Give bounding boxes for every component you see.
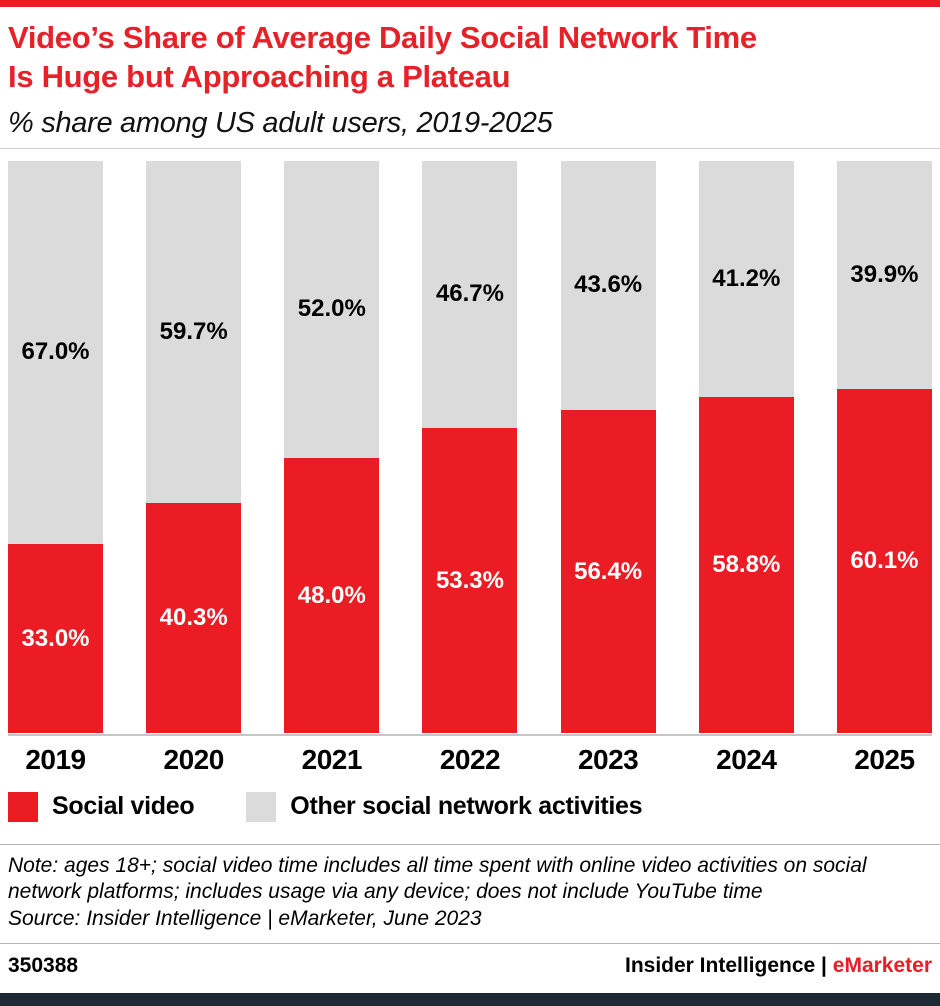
- x-axis-label-2020: 2020: [163, 743, 225, 775]
- segment-video-2024: 58.8%: [698, 396, 794, 734]
- segment-value-video-2025: 60.1%: [850, 547, 919, 575]
- x-axis-labels: 2019 2020 2021 2022 2023 2024 2025: [0, 736, 940, 776]
- chart-title-line1: Video’s Share of Average Daily Social Ne…: [8, 20, 757, 55]
- legend-swatch-other-activities: [246, 791, 277, 822]
- segment-other-2022: 46.7%: [422, 160, 518, 429]
- segment-other-2019: 67.0%: [8, 160, 103, 545]
- segment-video-2019: 33.0%: [8, 544, 103, 734]
- legend: Social video Other social network activi…: [0, 791, 940, 822]
- chart-subtitle: % share among US adult users, 2019-2025: [8, 106, 553, 139]
- segment-video-2025: 60.1%: [836, 389, 932, 734]
- x-axis-label-2019: 2019: [25, 743, 86, 775]
- segment-value-other-2021: 52.0%: [297, 295, 366, 323]
- bar-stack-2022: 46.7% 53.3%: [422, 160, 518, 734]
- bar-stack-2023: 43.6% 56.4%: [560, 160, 656, 734]
- x-axis-label-2023: 2023: [577, 743, 639, 775]
- note-text: Note: ages 18+; social video time includ…: [8, 853, 867, 904]
- segment-video-2023: 56.4%: [560, 410, 656, 734]
- segment-value-video-2022: 53.3%: [435, 566, 504, 594]
- segment-value-video-2024: 58.8%: [712, 551, 781, 579]
- note-section: Note: ages 18+; social video time includ…: [0, 843, 940, 944]
- segment-value-video-2019: 33.0%: [21, 624, 90, 652]
- segment-value-other-2020: 59.7%: [159, 317, 228, 345]
- segment-value-video-2021: 48.0%: [297, 581, 366, 609]
- segment-value-other-2025: 39.9%: [850, 260, 919, 288]
- bottom-navy-bar: [0, 993, 940, 1006]
- brand-emarketer: eMarketer: [832, 954, 932, 978]
- x-axis-label-2021: 2021: [301, 743, 363, 775]
- x-axis-label-2024: 2024: [716, 743, 777, 775]
- segment-value-other-2022: 46.7%: [435, 280, 504, 308]
- bar-stack-2024: 41.2% 58.8%: [698, 160, 794, 734]
- source-text: Source: Insider Intelligence | eMarketer…: [8, 907, 482, 931]
- segment-other-2024: 41.2%: [698, 160, 794, 397]
- segment-value-video-2023: 56.4%: [574, 557, 643, 585]
- legend-label-social-video: Social video: [52, 792, 195, 820]
- top-accent-bar: [0, 0, 940, 7]
- chart-title: Video’s Share of Average Daily Social Ne…: [8, 19, 932, 97]
- legend-label-other-activities: Other social network activities: [290, 792, 643, 820]
- segment-other-2021: 52.0%: [284, 160, 380, 459]
- segment-other-2023: 43.6%: [560, 160, 656, 411]
- bar-stack-2020: 59.7% 40.3%: [146, 160, 242, 734]
- x-axis-label-2025: 2025: [854, 743, 915, 775]
- plot-area: 67.0% 33.0% 59.7% 40.3% 52.0% 48.0% 46.7% 53.3%…: [8, 160, 932, 736]
- legend-swatch-social-video: [8, 791, 38, 822]
- chart-area: 67.0% 33.0% 59.7% 40.3% 52.0% 48.0% 46.7% 53.3%…: [0, 160, 940, 736]
- segment-video-2022: 53.3%: [422, 428, 518, 734]
- segment-other-2025: 39.9%: [836, 160, 932, 390]
- segment-other-2020: 59.7%: [146, 160, 242, 503]
- segment-value-video-2020: 40.3%: [159, 604, 228, 632]
- chart-title-line2: Is Huge but Approaching a Plateau: [8, 58, 511, 94]
- segment-value-other-2024: 41.2%: [712, 264, 781, 292]
- brand-lockup: Insider Intelligence | eMarketer: [625, 954, 932, 978]
- segment-value-other-2023: 43.6%: [574, 271, 643, 299]
- bar-stack-2019: 67.0% 33.0%: [8, 160, 103, 734]
- brand-insider-intelligence: Insider Intelligence: [624, 954, 816, 978]
- footer: 350388 Insider Intelligence | eMarketer: [0, 943, 940, 988]
- segment-video-2020: 40.3%: [146, 502, 242, 734]
- header-divider: [0, 147, 940, 149]
- segment-video-2021: 48.0%: [284, 458, 380, 734]
- segment-value-other-2019: 67.0%: [21, 338, 90, 366]
- bar-stack-2021: 52.0% 48.0%: [284, 160, 380, 734]
- brand-separator: |: [815, 954, 833, 978]
- chart-header: Video’s Share of Average Daily Social Ne…: [0, 7, 940, 148]
- chart-id: 350388: [8, 954, 79, 978]
- bar-stack-2025: 39.9% 60.1%: [836, 160, 932, 734]
- x-axis-label-2022: 2022: [439, 743, 501, 775]
